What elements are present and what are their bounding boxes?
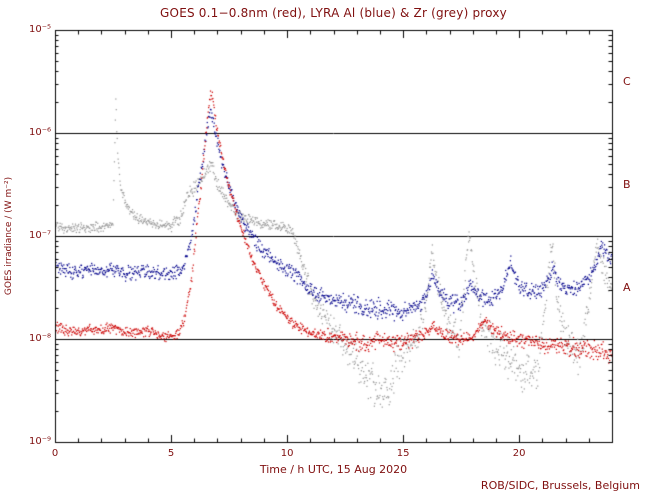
y-tick-label: 10⁻⁸ [28,333,51,344]
y-tick-label: 10⁻⁶ [28,127,51,138]
x-tick-label: 15 [396,448,410,459]
flare-class-label-c: C [623,74,631,88]
x-tick-label: 10 [280,448,294,459]
credit-text: ROB/SIDC, Brussels, Belgium [480,479,640,492]
y-tick-label: 10⁻⁷ [28,230,51,241]
y-tick-label: 10⁻⁵ [28,24,51,35]
x-tick-label: 0 [51,448,59,459]
flare-class-label-b: B [623,177,631,191]
x-tick-label: 20 [512,448,526,459]
y-tick-label: 10⁻⁹ [28,436,51,447]
x-tick-label: 5 [167,448,175,459]
chart-title: GOES 0.1−0.8nm (red), LYRA Al (blue) & Z… [160,6,507,20]
x-axis-label: Time / h UTC, 15 Aug 2020 [259,463,408,476]
flare-class-label-a: A [623,280,631,294]
